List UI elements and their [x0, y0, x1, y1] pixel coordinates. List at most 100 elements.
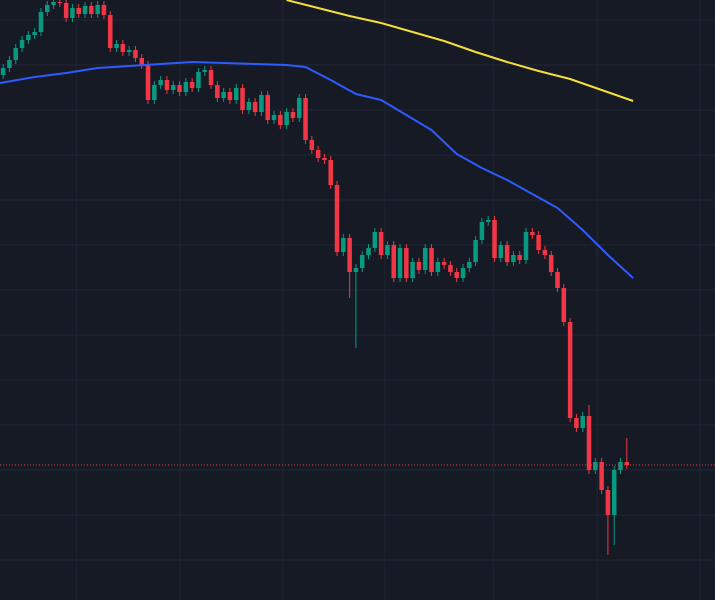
candle-body: [372, 232, 378, 248]
candle-body: [63, 3, 69, 18]
candle-body: [278, 115, 283, 125]
candle-body: [404, 248, 409, 278]
candle-body: [126, 50, 132, 52]
candle-body: [221, 92, 226, 98]
candle-body: [422, 248, 428, 270]
candle-body: [536, 235, 541, 250]
candle-body: [567, 322, 573, 418]
candle-body: [599, 462, 604, 490]
candle-body: [530, 232, 535, 235]
candle-body: [76, 8, 82, 14]
candle-body: [13, 48, 19, 60]
candle-body: [341, 238, 346, 252]
candle-body: [511, 255, 516, 262]
candle-body: [492, 220, 497, 258]
candle-body: [473, 240, 478, 262]
candle-body: [454, 272, 459, 278]
candle-body: [618, 462, 623, 470]
candle-body: [240, 88, 245, 110]
candle-body: [82, 6, 88, 14]
candle-body: [542, 250, 548, 255]
candle-body: [334, 185, 340, 252]
candle-body: [26, 35, 31, 40]
candle-body: [593, 462, 598, 470]
candle-body: [429, 248, 434, 272]
candle-body: [416, 262, 422, 270]
candle-body: [523, 232, 529, 260]
candle-body: [548, 255, 554, 272]
candle-body: [145, 65, 151, 100]
candle-body: [32, 32, 37, 35]
candle-body: [561, 288, 567, 322]
candle-body: [485, 220, 491, 222]
candle-body: [296, 98, 302, 118]
moving-average-line: [0, 61, 634, 279]
candle-body: [208, 70, 214, 85]
candle-body: [89, 6, 94, 14]
candle-body: [259, 95, 264, 112]
candle-body: [309, 140, 315, 150]
candle-body: [70, 8, 75, 18]
candle-body: [303, 98, 308, 140]
candle-body: [391, 245, 396, 278]
candle-body: [366, 248, 371, 255]
candle-body: [152, 85, 157, 100]
candle-body: [233, 88, 239, 100]
candle-body: [44, 5, 50, 12]
candle-body: [114, 44, 119, 48]
candle-body: [574, 418, 579, 428]
candle-body: [435, 262, 441, 272]
candle-body: [605, 490, 611, 515]
candle-body: [498, 245, 504, 258]
candle-body: [120, 44, 126, 52]
candle-body: [107, 15, 113, 48]
candle-body: [397, 248, 403, 278]
candle-body: [164, 80, 170, 90]
candle-body: [353, 268, 359, 272]
candle-body: [624, 462, 630, 465]
candle-body: [265, 95, 270, 120]
candle-body: [284, 112, 289, 125]
candle-body: [57, 2, 63, 3]
candle-body: [517, 255, 522, 260]
candle-body: [101, 5, 107, 15]
candle-body: [315, 150, 321, 158]
candle-body: [359, 255, 365, 268]
candle-body: [51, 2, 56, 5]
candle-body: [448, 265, 453, 272]
candle-body: [133, 50, 138, 58]
candle-body: [460, 268, 466, 278]
candle-body: [246, 102, 252, 110]
candle-body: [385, 245, 390, 255]
candle-body: [441, 262, 447, 265]
candle-body: [290, 112, 296, 118]
candle-body: [410, 262, 415, 278]
candle-body: [202, 70, 208, 72]
candle-body: [580, 416, 585, 428]
candle-body: [139, 58, 145, 65]
candle-body: [189, 82, 195, 88]
moving-average-line: [286, 0, 634, 102]
candle-body: [177, 85, 182, 92]
candle-body: [38, 12, 44, 32]
candle-body: [586, 416, 592, 470]
candle-body: [95, 5, 100, 14]
candle-body: [555, 272, 560, 288]
candle-body: [611, 470, 617, 515]
candle-body: [227, 92, 233, 100]
candle-body: [322, 158, 327, 160]
candle-body: [252, 102, 258, 112]
candle-body: [0, 68, 6, 75]
candle-body: [19, 40, 25, 48]
candle-body: [467, 262, 472, 268]
candle-body: [7, 60, 12, 68]
candle-body: [347, 238, 352, 272]
candle-body: [183, 82, 189, 92]
candle-body: [170, 85, 176, 90]
candle-body: [479, 222, 485, 240]
candle-body: [378, 232, 384, 255]
